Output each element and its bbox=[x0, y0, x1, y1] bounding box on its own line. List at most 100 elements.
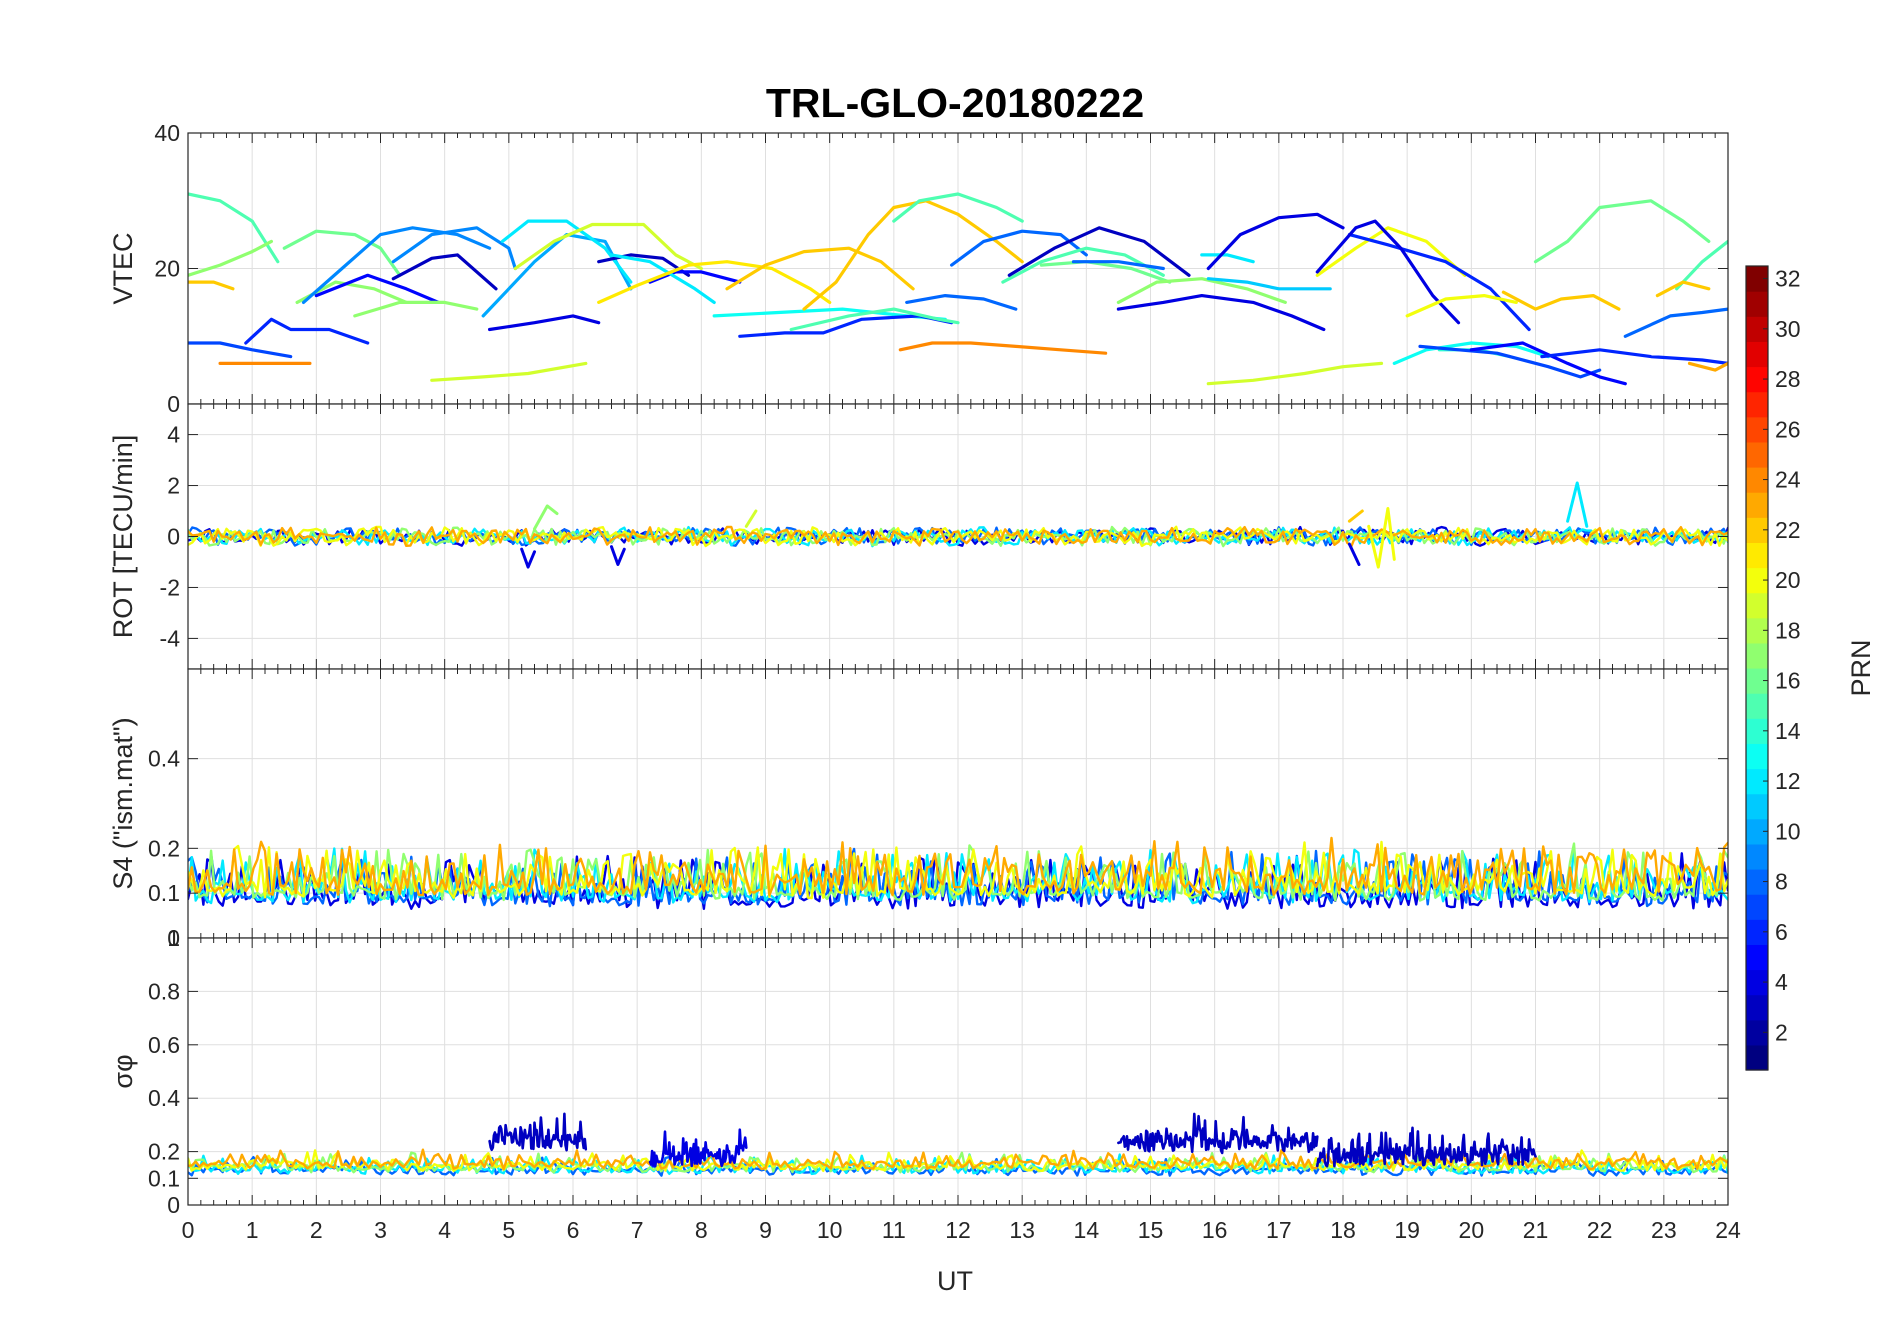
y-axis-label-vtec: VTEC bbox=[108, 232, 138, 304]
colorbar-tick-label: 30 bbox=[1775, 316, 1801, 342]
vtec-arc-prn-8 bbox=[905, 294, 1018, 311]
colorbar-segment bbox=[1746, 492, 1768, 518]
y-tick-label: 0.4 bbox=[148, 746, 180, 772]
panel-rot: -4 -2 0 2 4 ROT [TECU/min] bbox=[108, 403, 1729, 670]
colorbar-segment bbox=[1746, 391, 1768, 418]
rot-spike-prn-4 bbox=[1347, 542, 1361, 566]
colorbar-segment bbox=[1746, 291, 1768, 317]
y-tick-label: 0.1 bbox=[148, 1165, 180, 1191]
vtec-arc-prn-6 bbox=[1347, 233, 1531, 332]
vtec-arc-prn-17 bbox=[188, 239, 273, 277]
colorbar-tick-label: 18 bbox=[1775, 617, 1801, 643]
sigphi-elevated-prn-3 bbox=[488, 1112, 588, 1152]
vtec-arc-prn-20 bbox=[1405, 294, 1518, 318]
y-tick-label: -4 bbox=[160, 625, 181, 651]
rot-spike-prn-17 bbox=[533, 504, 559, 531]
vtec-arc-prn-20 bbox=[1315, 226, 1467, 277]
x-tick-label: 9 bbox=[759, 1217, 772, 1243]
colorbar-segment bbox=[1746, 793, 1768, 820]
vtec-arc-prn-22 bbox=[725, 246, 915, 291]
x-ticks-vtec bbox=[187, 133, 1729, 404]
x-tick-label: 1 bbox=[246, 1217, 259, 1243]
vtec-arc-prn-12 bbox=[609, 253, 716, 304]
y-ticks-vtec: 0 20 40 bbox=[154, 120, 1728, 417]
vtec-arc-prn-5 bbox=[648, 270, 742, 284]
y-tick-label: 20 bbox=[154, 256, 180, 282]
vtec-arc-prn-17 bbox=[353, 300, 479, 318]
colorbar-segment bbox=[1746, 617, 1768, 644]
vtec-arc-prn-4 bbox=[1116, 294, 1326, 332]
y-tick-label: 0 bbox=[167, 524, 180, 550]
vtec-arc-prn-8 bbox=[1071, 260, 1165, 271]
x-tick-label: 22 bbox=[1587, 1217, 1613, 1243]
vtec-arc-prn-3 bbox=[1007, 226, 1191, 277]
vtec-arc-prn-24 bbox=[898, 341, 1108, 355]
x-tick-label: 11 bbox=[882, 1217, 906, 1243]
x-tick-label: 2 bbox=[310, 1217, 323, 1243]
rot-spike-prn-4 bbox=[610, 545, 626, 566]
y-tick-label: 0.4 bbox=[148, 1085, 180, 1111]
colorbar-segment bbox=[1746, 366, 1768, 393]
vtec-arc-prn-22 bbox=[1655, 280, 1711, 298]
colorbar-segment bbox=[1746, 416, 1768, 443]
vtec-arc-prn-7 bbox=[188, 341, 293, 359]
x-tick-label: 13 bbox=[1009, 1217, 1035, 1243]
vtec-arc-prn-8 bbox=[1623, 307, 1728, 338]
vtec-arc-prn-9 bbox=[301, 226, 492, 304]
y-tick-label: 0.6 bbox=[148, 1032, 180, 1058]
sigphi-elevated-prn-3 bbox=[1316, 1126, 1537, 1168]
vtec-arc-prn-6 bbox=[244, 317, 370, 345]
vtec-arc-prn-4 bbox=[1206, 212, 1345, 271]
y-tick-label: 0.8 bbox=[148, 978, 180, 1004]
x-tick-labels: 0 1 2 3 4 5 6 7 8 9 10 11 12 13 14 15 16 17 18 19 20 21 22 23 24 bbox=[182, 1217, 1741, 1243]
sigphi-elevated-prn-4 bbox=[648, 1128, 748, 1168]
rot-trace-prn-8 bbox=[188, 526, 1728, 547]
vtec-arc-prn-15 bbox=[892, 192, 1024, 223]
colorbar-segment bbox=[1746, 768, 1768, 795]
x-ticks-s4 bbox=[187, 669, 1729, 938]
x-tick-label: 19 bbox=[1394, 1217, 1420, 1243]
colorbar-tick-label: 14 bbox=[1775, 718, 1801, 744]
vtec-arc-prn-16 bbox=[1039, 260, 1172, 284]
panel-vtec: 0 20 40 VTEC bbox=[108, 120, 1729, 417]
x-ticks-sigphi bbox=[187, 938, 1729, 1205]
y-tick-label: 2 bbox=[167, 473, 180, 499]
x-tick-label: 6 bbox=[567, 1217, 580, 1243]
x-axis-label: UT bbox=[937, 1266, 973, 1296]
vtec-arc-prn-22 bbox=[1501, 290, 1621, 311]
rot-trace-prn-23 bbox=[188, 525, 1728, 547]
vtec-arc-prn-15 bbox=[789, 307, 960, 332]
y-tick-label: 0 bbox=[167, 925, 180, 951]
colorbar-segment bbox=[1746, 668, 1768, 694]
y-tick-label: 4 bbox=[167, 422, 180, 448]
s4-trace-prn-20 bbox=[188, 840, 1728, 900]
x-tick-label: 10 bbox=[817, 1217, 843, 1243]
x-tick-label: 7 bbox=[631, 1217, 644, 1243]
colorbar-segment bbox=[1746, 592, 1768, 619]
colorbar-tick-label: 28 bbox=[1775, 366, 1801, 392]
chart-title: TRL-GLO-20180222 bbox=[766, 80, 1144, 126]
colorbar-segment bbox=[1746, 869, 1768, 895]
colorbar-segment bbox=[1746, 919, 1768, 945]
y-tick-label: -2 bbox=[160, 574, 180, 600]
vtec-arc-prn-19 bbox=[1206, 361, 1384, 386]
colorbar-tick-label: 12 bbox=[1775, 768, 1801, 794]
vtec-arc-prn-15 bbox=[1675, 239, 1728, 291]
colorbar-segment bbox=[1746, 341, 1768, 368]
vtec-arc-prn-4 bbox=[488, 314, 601, 332]
y-tick-label: 0.2 bbox=[148, 835, 180, 861]
colorbar-tick-label: 6 bbox=[1775, 919, 1788, 945]
vtec-arc-prn-22 bbox=[188, 280, 235, 291]
vtec-arc-prn-12 bbox=[1200, 253, 1255, 264]
colorbar-tick-label: 32 bbox=[1775, 266, 1801, 292]
rot-spike-prn-20 bbox=[1367, 507, 1396, 569]
s4-trace-prn-23 bbox=[188, 836, 1728, 897]
x-tick-label: 12 bbox=[945, 1217, 971, 1243]
colorbar-segment bbox=[1746, 969, 1768, 996]
colorbar-frame bbox=[1745, 265, 1769, 1071]
x-ticks-rot bbox=[187, 404, 1729, 669]
colorbar-tick-label: 26 bbox=[1775, 416, 1801, 442]
vtec-arc-prn-15 bbox=[188, 192, 280, 264]
sigphi-elevated-prn-3 bbox=[1117, 1112, 1319, 1155]
